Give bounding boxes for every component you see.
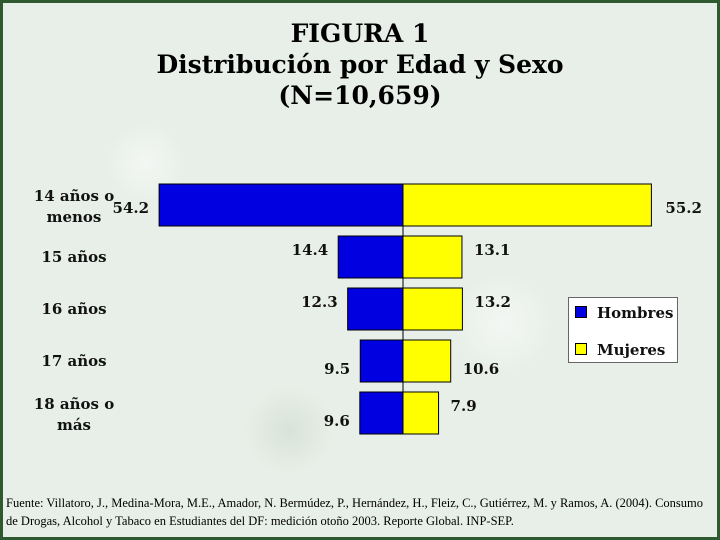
bar-mujeres-1 [402,235,463,279]
bar-hombres-1 [337,235,404,279]
legend-item-mujeres: Mujeres [575,341,665,359]
chart-title: FIGURA 1 Distribución por Edad y Sexo (N… [0,18,720,111]
bar-hombres-2 [347,287,404,331]
legend-label-hombres: Hombres [597,304,674,322]
value-label-hombres-3: 9.5 [324,360,350,378]
legend-swatch-hombres [575,306,587,318]
value-label-hombres-4: 9.6 [324,412,350,430]
value-label-hombres-1: 14.4 [292,241,329,259]
category-label-0: 14 años o menos [34,187,114,226]
value-label-mujeres-4: 7.9 [451,397,477,415]
legend-item-hombres: Hombres [575,304,673,322]
category-label-1: 15 años [41,248,106,266]
bar-mujeres-4 [402,391,440,435]
value-label-mujeres-3: 10.6 [463,360,500,378]
bar-mujeres-3 [402,339,452,383]
category-label-2: 16 años [41,300,106,318]
value-label-hombres-2: 12.3 [301,293,338,311]
legend-label-mujeres: Mujeres [597,341,666,359]
title-line-1: FIGURA 1 [290,19,430,48]
value-label-hombres-0: 54.2 [113,199,150,217]
value-label-mujeres-2: 13.2 [474,293,511,311]
source-note: Fuente: Villatoro, J., Medina-Mora, M.E.… [6,496,704,528]
legend-swatch-mujeres [575,343,587,355]
bar-hombres-4 [359,391,404,435]
bar-hombres-3 [359,339,404,383]
category-label-4: 18 años o más [34,395,114,434]
legend: Hombres Mujeres [568,297,678,363]
category-label-3: 17 años [41,352,106,370]
title-line-2: Distribución por Edad y Sexo [156,50,564,79]
value-label-mujeres-0: 55.2 [665,199,702,217]
bar-hombres-0 [158,183,404,227]
bar-mujeres-0 [402,183,652,227]
bar-mujeres-2 [402,287,463,331]
title-line-3: (N=10,659) [278,81,442,110]
value-label-mujeres-1: 13.1 [474,241,511,259]
